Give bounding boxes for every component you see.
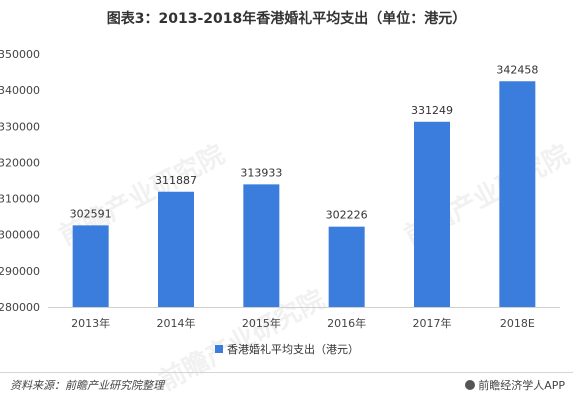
legend: 香港婚礼平均支出（港元） (215, 342, 359, 356)
y-axis: 280000 290000 300000 310000 320000 330000 3400… (0, 48, 40, 314)
brand-logo-icon (465, 380, 476, 390)
brand-name: 前瞻经济学人APP (478, 379, 565, 392)
bar-value-label: 313933 (240, 166, 282, 179)
y-tick-label: 350000 (0, 48, 40, 61)
legend-swatch (215, 345, 223, 353)
x-tick-label: 2015年 (242, 316, 281, 330)
x-tick-label: 2014年 (157, 316, 196, 330)
y-tick-label: 280000 (0, 301, 40, 314)
bar-value-label: 302591 (70, 207, 112, 220)
bar-value-label: 331249 (411, 104, 453, 117)
bar (499, 81, 536, 307)
chart-title: 图表3：2013-2018年香港婚礼平均支出（单位：港元） (106, 11, 467, 27)
bar (243, 184, 280, 307)
bar-value-label: 311887 (155, 174, 197, 187)
bar-value-label: 342458 (496, 63, 538, 76)
bar (72, 225, 109, 307)
y-tick-label: 300000 (0, 229, 40, 242)
bar (414, 121, 450, 307)
brand-credit: 前瞻经济学人APP (465, 377, 565, 393)
x-tick-label: 2013年 (71, 316, 110, 330)
y-tick-label: 310000 (0, 193, 40, 206)
x-tick-label: 2016年 (327, 316, 366, 330)
x-tick-label: 2017年 (413, 316, 452, 330)
x-tick-label: 2018E (500, 317, 535, 330)
y-tick-label: 290000 (0, 265, 40, 278)
source-note: 资料来源：前瞻产业研究院整理 (10, 379, 164, 392)
bar-series: 302591 311887 313933 302226 331249 342458 (70, 63, 538, 307)
bar-value-label: 302226 (326, 209, 368, 222)
bar (328, 226, 365, 307)
bar (158, 191, 194, 307)
x-axis: 2013年 2014年 2015年 2016年 2017年 2018E (48, 307, 560, 330)
y-tick-label: 330000 (0, 120, 40, 133)
legend-label: 香港婚礼平均支出（港元） (227, 342, 359, 356)
y-tick-label: 320000 (0, 156, 40, 169)
y-tick-label: 340000 (0, 84, 40, 97)
footer-divider (0, 372, 573, 373)
bar-chart: 280000 290000 300000 310000 320000 330000 3400… (0, 48, 560, 356)
